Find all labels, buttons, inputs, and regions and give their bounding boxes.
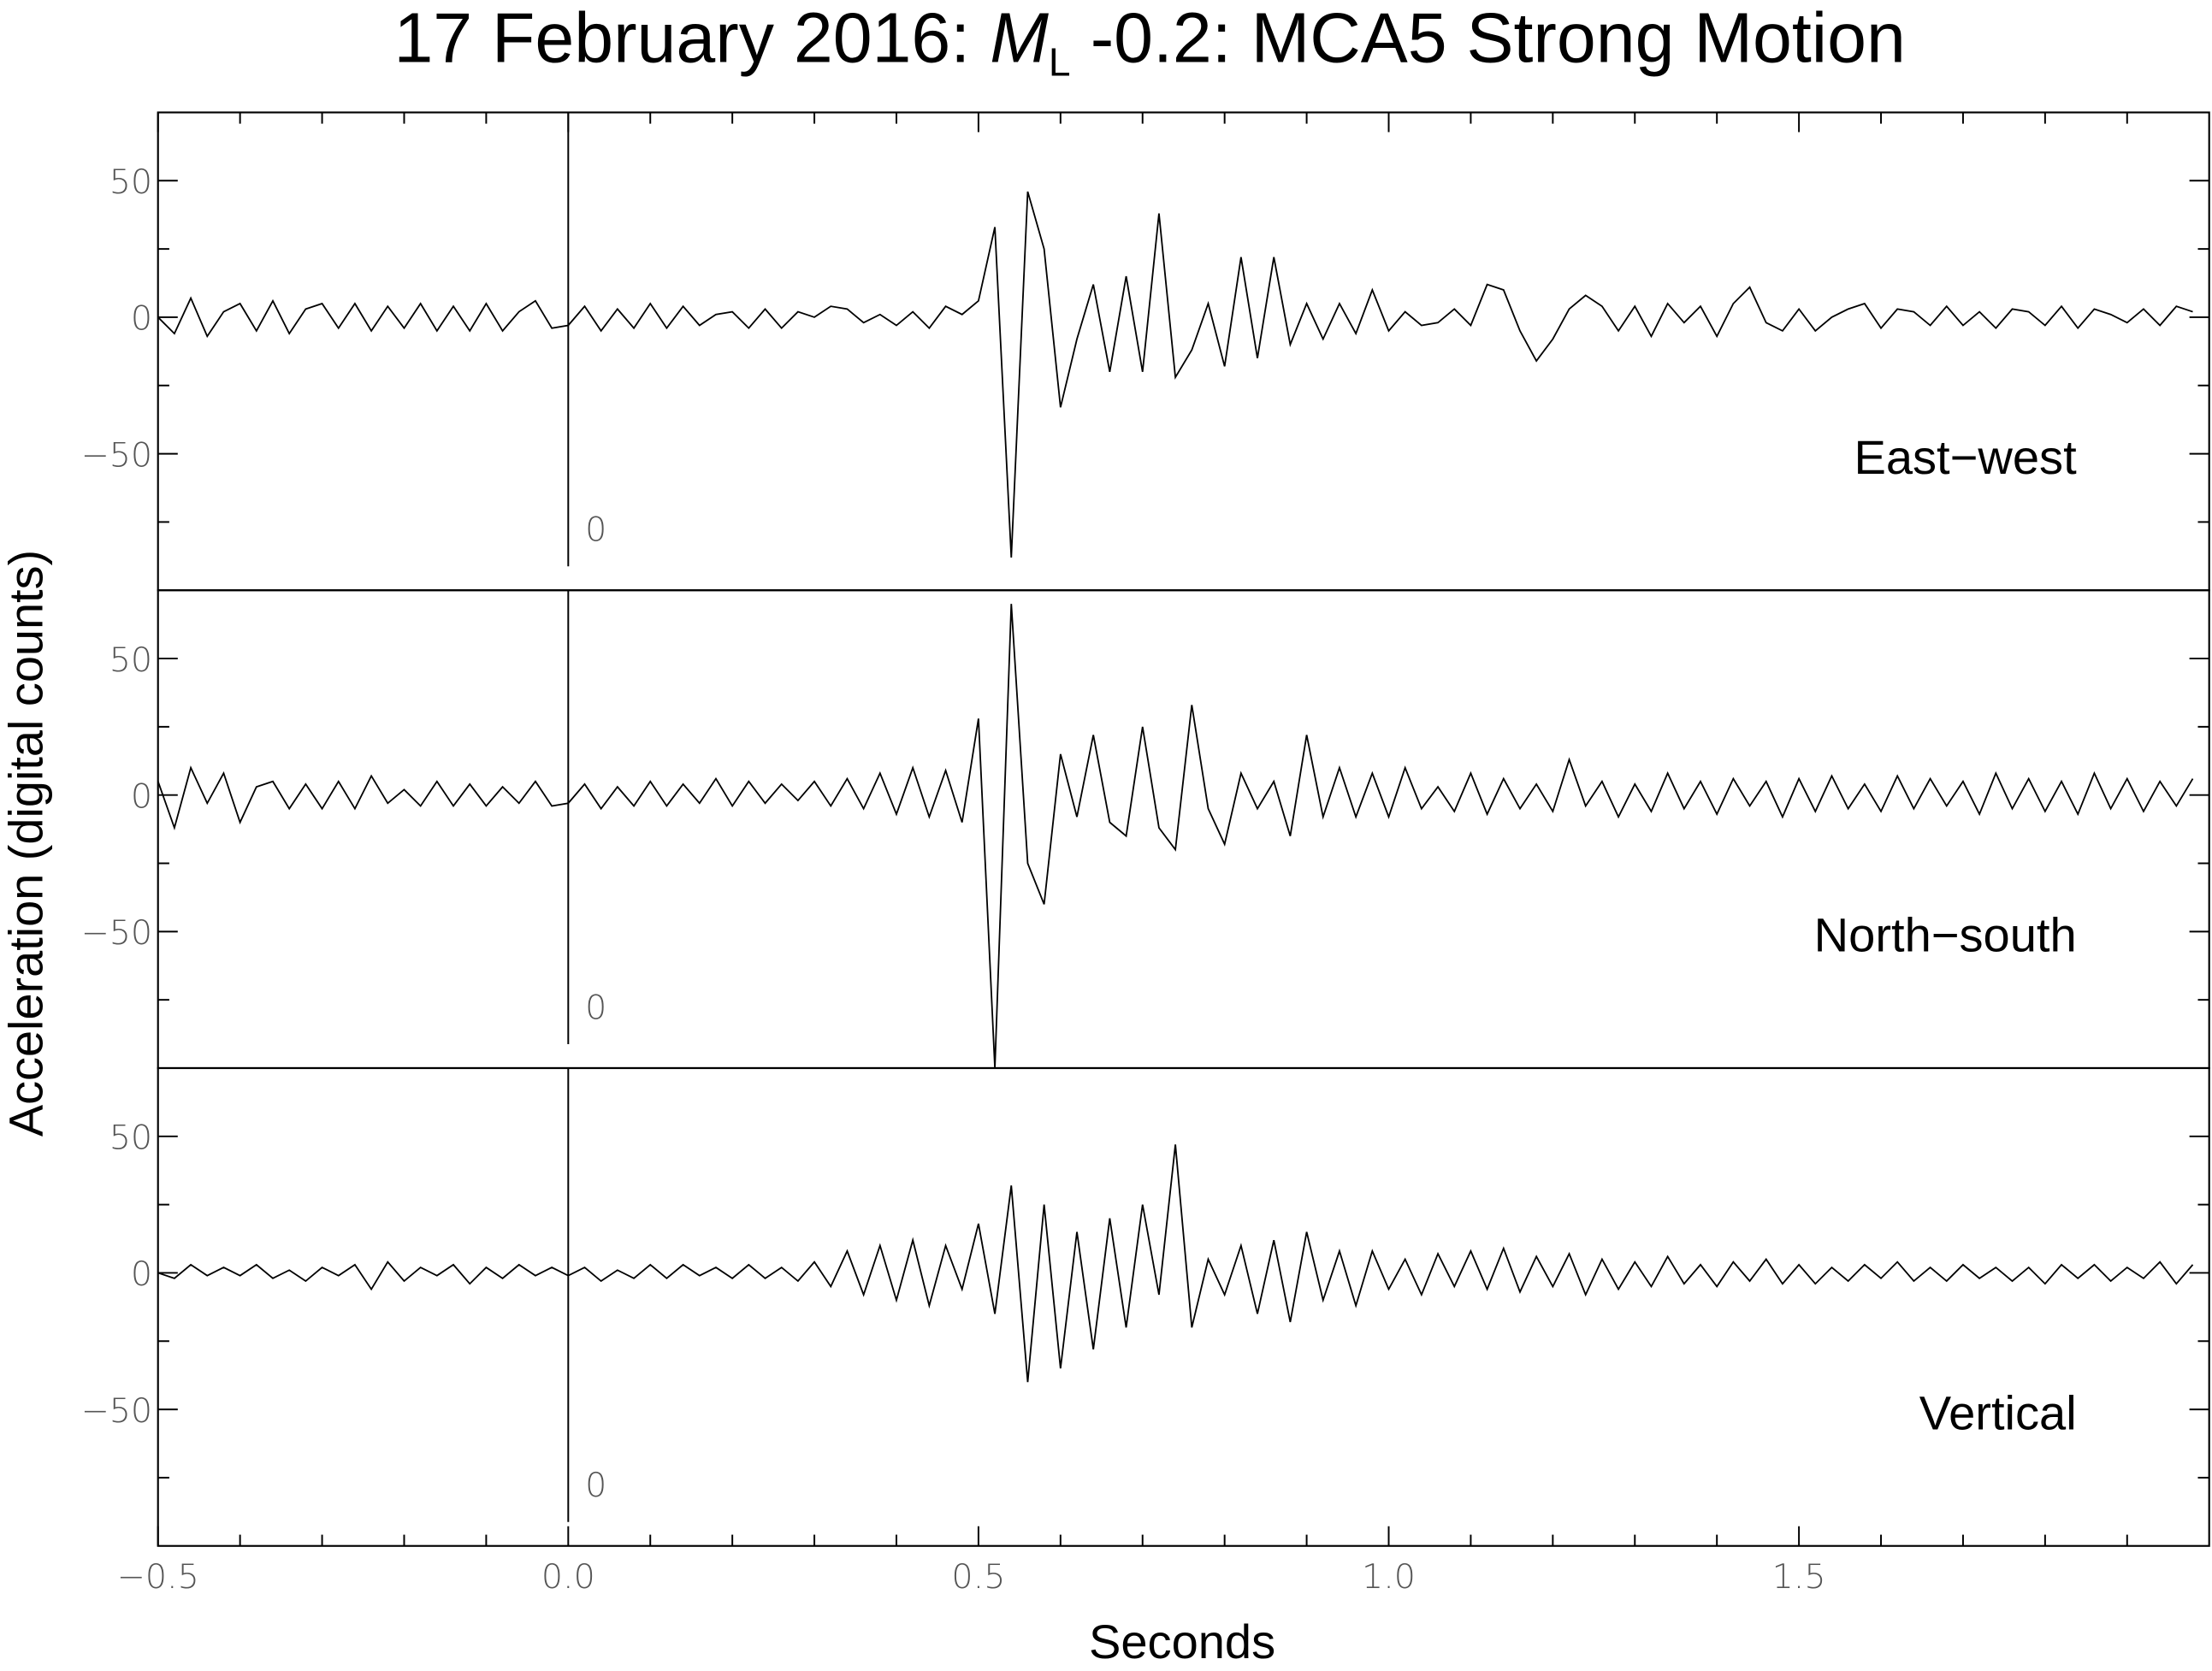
y-tick-label: −50	[81, 1391, 153, 1431]
title-symbol: M	[990, 0, 1049, 77]
origin-marker-label: 0	[585, 511, 606, 550]
origin-marker-label: 0	[585, 989, 606, 1028]
y-tick-label: 50	[109, 162, 152, 202]
x-tick-label: 0.5	[951, 1557, 1005, 1597]
origin-marker-label: 0	[585, 1466, 606, 1505]
panel-frame	[157, 589, 2210, 1070]
x-tick-label: 1.5	[1772, 1557, 1826, 1597]
panel-label: North−south	[1814, 908, 2077, 962]
y-tick-label: 0	[131, 777, 152, 817]
trace	[157, 1144, 2194, 1383]
y-tick-label: −50	[81, 913, 153, 953]
y-axis-label: Acceleration (digital counts)	[0, 550, 52, 1137]
trace	[157, 191, 2193, 558]
y-tick-label: 50	[109, 1119, 152, 1158]
x-tick-label: −0.5	[117, 1557, 199, 1597]
chart-title: 17 February 2016: ML -0.2: MCA5 Strong Mot…	[393, 0, 1905, 85]
y-tick-label: −50	[81, 435, 153, 475]
title-subscript: L	[1049, 40, 1071, 85]
panel-label: East−west	[1854, 430, 2077, 484]
y-tick-label: 0	[131, 1255, 152, 1294]
trace	[157, 604, 2194, 1069]
x-tick-label: 1.0	[1362, 1557, 1416, 1597]
x-axis-label: Seconds	[1089, 1615, 1275, 1668]
panel-frame	[157, 111, 2210, 592]
title-rest: -0.2: MCA5 Strong Motion	[1091, 0, 1906, 77]
title-date: 17 February 2016:	[393, 0, 970, 77]
y-tick-label: 50	[109, 641, 152, 680]
panel-frame	[157, 1066, 2210, 1547]
y-tick-label: 0	[131, 299, 152, 339]
panel-label: Vertical	[1919, 1385, 2077, 1439]
x-tick-label: 0.0	[541, 1557, 595, 1597]
